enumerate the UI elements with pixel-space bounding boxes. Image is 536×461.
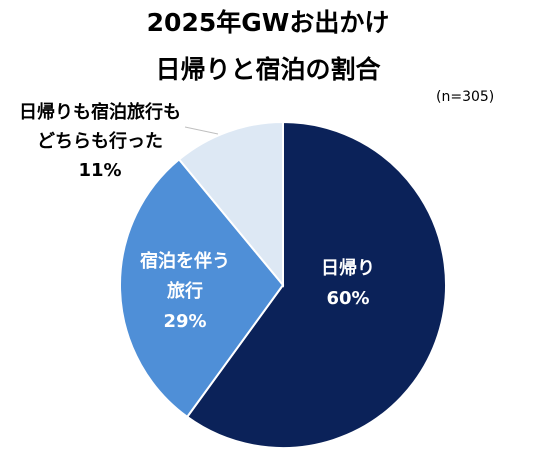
slice-2-label-line-1: 宿泊を伴う [140,250,230,272]
pie-slice-2 [119,157,285,419]
chart-title-line2: 日帰りと宿泊の割合 [155,55,381,84]
chart-title-line1: 2025年GWお出かけ [146,8,390,37]
slice-2-label-line-2: 旅行 [167,280,203,302]
pie-slice-3 [177,120,284,288]
pie-slices [119,120,447,449]
slice-3-label-line-2: どちらも行った [37,130,163,152]
slice-1-percent-label: 60% [326,288,369,309]
leader-line-slice-3 [184,126,219,135]
sample-size-note: (n=305) [436,89,495,105]
slice-3-percent-label: 11% [78,160,121,181]
slice-1-label-line-1: 日帰り [321,258,375,279]
pie-slice-1 [185,120,447,449]
slice-2-percent-label: 29% [163,311,206,332]
slice-3-label-line-1: 日帰りも宿泊旅行も [19,101,181,123]
